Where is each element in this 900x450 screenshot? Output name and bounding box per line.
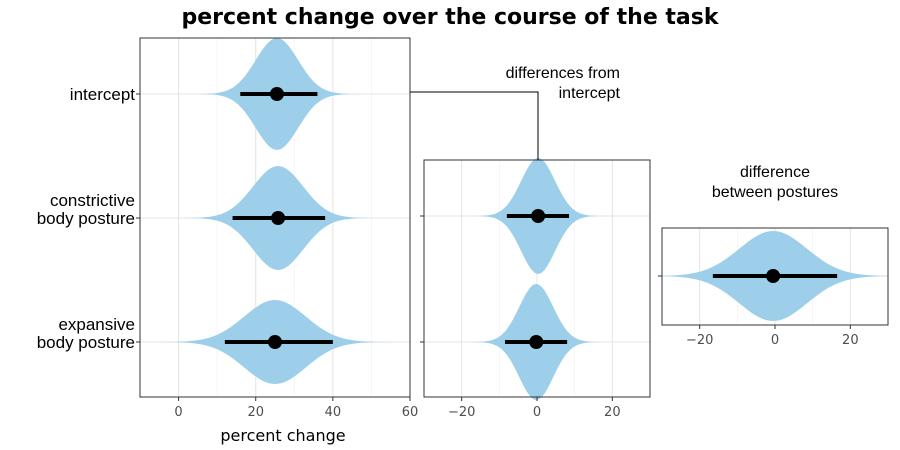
point-estimate bbox=[269, 87, 284, 101]
tick-label: 40 bbox=[325, 405, 342, 420]
annotation-differences-from-intercept: differences from intercept bbox=[410, 65, 621, 160]
row-label: intercept bbox=[70, 85, 135, 104]
panel-1: 0 20 40 60 percent change intercept constricti… bbox=[37, 37, 419, 445]
point-estimate bbox=[766, 269, 781, 283]
annotation-difference-between-postures: difference between postures bbox=[712, 164, 838, 201]
tick-label: 0 bbox=[771, 333, 779, 348]
tick-label: 60 bbox=[402, 405, 419, 420]
row-label: body posture bbox=[37, 209, 135, 228]
row-label: body posture bbox=[37, 333, 135, 352]
point-estimate bbox=[531, 209, 546, 223]
point-estimate bbox=[271, 211, 286, 225]
panel-3: −20 0 20 bbox=[658, 227, 889, 348]
row-label: constrictive bbox=[50, 191, 135, 210]
tick-label: −20 bbox=[686, 333, 713, 348]
annotation-text: intercept bbox=[559, 85, 621, 102]
x-axis-title: percent change bbox=[220, 426, 345, 445]
point-estimate bbox=[268, 335, 282, 349]
tick-label: 20 bbox=[842, 333, 859, 348]
annotation-text: difference bbox=[740, 164, 810, 181]
tick-label: 0 bbox=[174, 405, 182, 420]
point-estimate bbox=[529, 335, 544, 349]
annotation-text: differences from bbox=[506, 65, 620, 82]
annotation-text: between postures bbox=[712, 184, 838, 201]
tick-label: 20 bbox=[247, 405, 264, 420]
tick-label: 0 bbox=[533, 405, 541, 420]
panel-2: −20 0 20 bbox=[420, 158, 651, 420]
tick-label: 20 bbox=[604, 405, 621, 420]
connector-line bbox=[410, 91, 539, 160]
row-label: expansive bbox=[58, 315, 135, 334]
chart-title: percent change over the course of the ta… bbox=[181, 5, 719, 30]
tick-label: −20 bbox=[448, 405, 475, 420]
